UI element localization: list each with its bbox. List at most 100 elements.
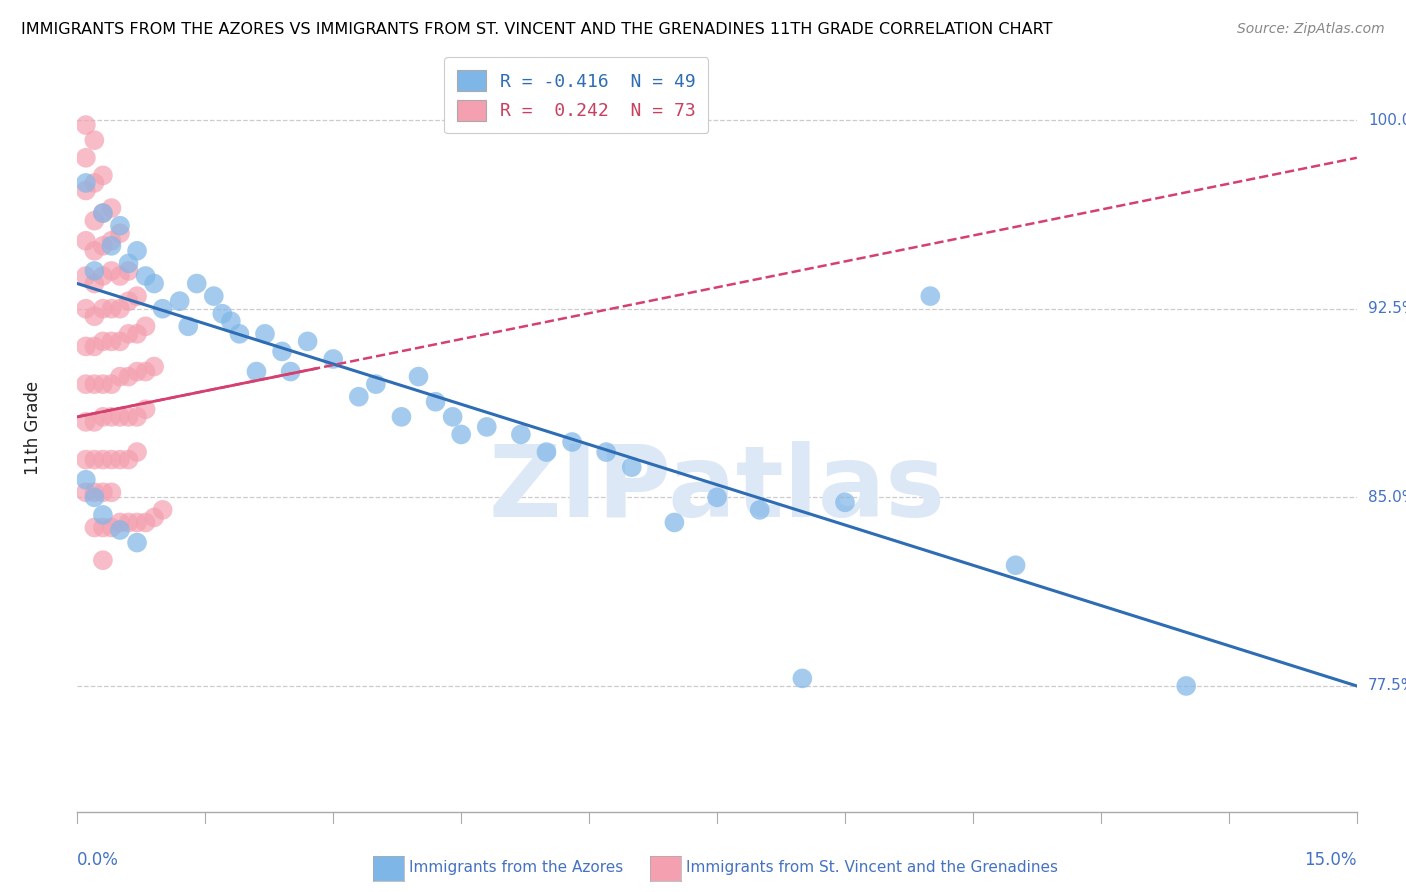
Point bbox=[135, 268, 157, 283]
Text: 92.5%: 92.5% bbox=[1368, 301, 1406, 316]
Point bbox=[100, 239, 122, 253]
Point bbox=[117, 409, 139, 424]
Text: 15.0%: 15.0% bbox=[1305, 851, 1357, 869]
Point bbox=[108, 452, 131, 467]
Point bbox=[125, 445, 148, 459]
Point bbox=[620, 460, 643, 475]
Text: Source: ZipAtlas.com: Source: ZipAtlas.com bbox=[1237, 22, 1385, 37]
Point bbox=[211, 307, 233, 321]
Point bbox=[75, 184, 97, 198]
Point bbox=[117, 369, 139, 384]
Point bbox=[280, 365, 302, 379]
Point bbox=[108, 409, 131, 424]
Point bbox=[441, 409, 464, 424]
Point bbox=[100, 334, 122, 349]
Point bbox=[509, 427, 531, 442]
Point bbox=[100, 485, 122, 500]
Point bbox=[364, 377, 387, 392]
Point bbox=[792, 672, 814, 686]
Point bbox=[125, 409, 148, 424]
Point bbox=[100, 377, 122, 392]
Point bbox=[91, 485, 114, 500]
Point bbox=[100, 409, 122, 424]
Point bbox=[83, 310, 105, 324]
Point bbox=[91, 334, 114, 349]
Point bbox=[83, 377, 105, 392]
Text: ZIPatlas: ZIPatlas bbox=[489, 441, 945, 538]
Point bbox=[253, 326, 276, 341]
Point bbox=[219, 314, 242, 328]
Point bbox=[228, 326, 250, 341]
Point bbox=[475, 420, 498, 434]
Text: 85.0%: 85.0% bbox=[1368, 490, 1406, 505]
Point bbox=[425, 394, 447, 409]
Point bbox=[83, 415, 105, 429]
Point bbox=[143, 277, 166, 291]
Point bbox=[1175, 679, 1198, 693]
Point bbox=[75, 268, 97, 283]
Point bbox=[125, 365, 148, 379]
Text: 100.0%: 100.0% bbox=[1368, 112, 1406, 128]
Point bbox=[108, 516, 131, 530]
Point bbox=[91, 508, 114, 522]
Point bbox=[108, 301, 131, 316]
Point bbox=[108, 268, 131, 283]
Point bbox=[536, 445, 558, 459]
Text: IMMIGRANTS FROM THE AZORES VS IMMIGRANTS FROM ST. VINCENT AND THE GRENADINES 11T: IMMIGRANTS FROM THE AZORES VS IMMIGRANTS… bbox=[21, 22, 1053, 37]
Point bbox=[75, 415, 97, 429]
Point bbox=[117, 452, 139, 467]
Point bbox=[125, 326, 148, 341]
Text: Immigrants from St. Vincent and the Grenadines: Immigrants from St. Vincent and the Gren… bbox=[686, 860, 1059, 874]
Point bbox=[75, 151, 97, 165]
Point bbox=[100, 234, 122, 248]
Point bbox=[177, 319, 200, 334]
Point bbox=[83, 485, 105, 500]
Point bbox=[91, 553, 114, 567]
Point bbox=[91, 169, 114, 183]
Point bbox=[75, 234, 97, 248]
Point bbox=[117, 516, 139, 530]
Point bbox=[83, 244, 105, 258]
Point bbox=[100, 301, 122, 316]
Text: Immigrants from the Azores: Immigrants from the Azores bbox=[409, 860, 623, 874]
Point bbox=[322, 351, 344, 366]
Point bbox=[834, 495, 856, 509]
Point bbox=[75, 377, 97, 392]
Point bbox=[135, 516, 157, 530]
Point bbox=[117, 264, 139, 278]
Point bbox=[561, 435, 583, 450]
Point bbox=[169, 294, 191, 309]
Point bbox=[108, 334, 131, 349]
Point bbox=[391, 409, 413, 424]
Point bbox=[91, 301, 114, 316]
Point bbox=[83, 277, 105, 291]
Point bbox=[108, 369, 131, 384]
Point bbox=[152, 301, 174, 316]
Point bbox=[595, 445, 617, 459]
Point bbox=[117, 256, 139, 270]
Point bbox=[100, 452, 122, 467]
Point bbox=[83, 133, 105, 147]
Point bbox=[143, 510, 166, 524]
Point bbox=[108, 219, 131, 233]
Point bbox=[83, 339, 105, 353]
Text: 0.0%: 0.0% bbox=[77, 851, 120, 869]
Point bbox=[125, 244, 148, 258]
Point bbox=[450, 427, 472, 442]
Point bbox=[202, 289, 225, 303]
Point bbox=[75, 452, 97, 467]
Point bbox=[125, 516, 148, 530]
Point bbox=[91, 239, 114, 253]
Point bbox=[143, 359, 166, 374]
Point bbox=[83, 452, 105, 467]
Point bbox=[108, 523, 131, 537]
Point bbox=[100, 201, 122, 215]
Text: 77.5%: 77.5% bbox=[1368, 679, 1406, 693]
Point bbox=[91, 520, 114, 534]
Point bbox=[83, 213, 105, 227]
Point bbox=[347, 390, 370, 404]
Point bbox=[125, 535, 148, 549]
Point bbox=[1004, 558, 1026, 573]
Point bbox=[91, 206, 114, 220]
Point bbox=[135, 402, 157, 417]
